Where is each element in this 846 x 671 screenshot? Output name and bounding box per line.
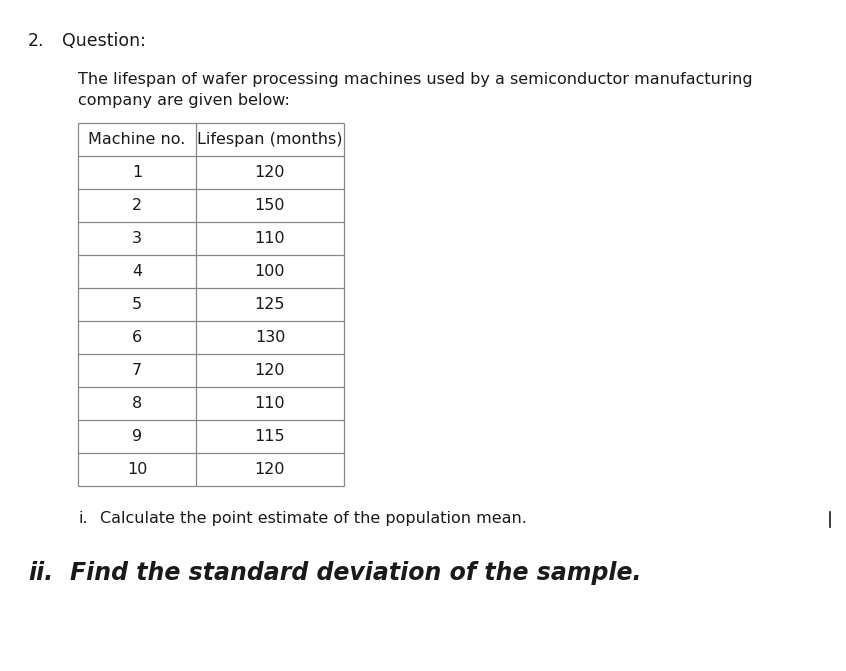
Text: company are given below:: company are given below:: [78, 93, 290, 108]
Text: i.: i.: [78, 511, 88, 526]
Text: Find the standard deviation of the sample.: Find the standard deviation of the sampl…: [70, 561, 641, 585]
Text: ii.: ii.: [28, 561, 53, 585]
Text: 120: 120: [255, 165, 285, 180]
Text: 8: 8: [132, 396, 142, 411]
Text: 110: 110: [255, 396, 285, 411]
Text: 10: 10: [127, 462, 147, 477]
Text: 2.: 2.: [28, 32, 45, 50]
Text: 120: 120: [255, 363, 285, 378]
Text: 2: 2: [132, 198, 142, 213]
Text: Machine no.: Machine no.: [88, 132, 185, 147]
Text: 5: 5: [132, 297, 142, 312]
Text: Question:: Question:: [62, 32, 146, 50]
Text: 130: 130: [255, 330, 285, 345]
Text: 110: 110: [255, 231, 285, 246]
Text: Lifespan (months): Lifespan (months): [197, 132, 343, 147]
Text: 9: 9: [132, 429, 142, 444]
Text: 6: 6: [132, 330, 142, 345]
Text: 100: 100: [255, 264, 285, 279]
Text: 150: 150: [255, 198, 285, 213]
Text: 125: 125: [255, 297, 285, 312]
Text: 115: 115: [255, 429, 285, 444]
Text: 120: 120: [255, 462, 285, 477]
Text: 7: 7: [132, 363, 142, 378]
Text: 3: 3: [132, 231, 142, 246]
Text: The lifespan of wafer processing machines used by a semiconductor manufacturing: The lifespan of wafer processing machine…: [78, 72, 753, 87]
Text: Calculate the point estimate of the population mean.: Calculate the point estimate of the popu…: [100, 511, 527, 526]
Text: 4: 4: [132, 264, 142, 279]
Text: 1: 1: [132, 165, 142, 180]
